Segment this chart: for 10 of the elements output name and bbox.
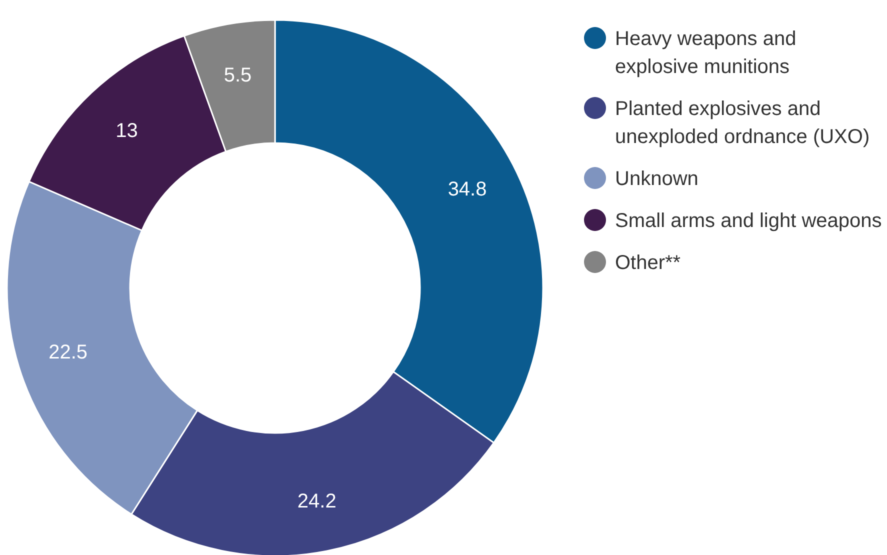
data-label: 5.5 bbox=[224, 64, 252, 87]
legend-label: Other** bbox=[615, 252, 681, 274]
legend-label: Unknown bbox=[615, 168, 698, 190]
legend-label: Planted explosives and unexploded ordnance (UXO) bbox=[615, 98, 870, 148]
legend-label: Heavy weapons and explosive munitions bbox=[615, 28, 796, 78]
data-label: 22.5 bbox=[48, 342, 88, 364]
data-label: 34.8 bbox=[448, 178, 487, 200]
data-label: 13 bbox=[116, 120, 138, 142]
data-label: 24.2 bbox=[297, 490, 336, 512]
legend-label: Small arms and light weapons bbox=[615, 210, 882, 232]
